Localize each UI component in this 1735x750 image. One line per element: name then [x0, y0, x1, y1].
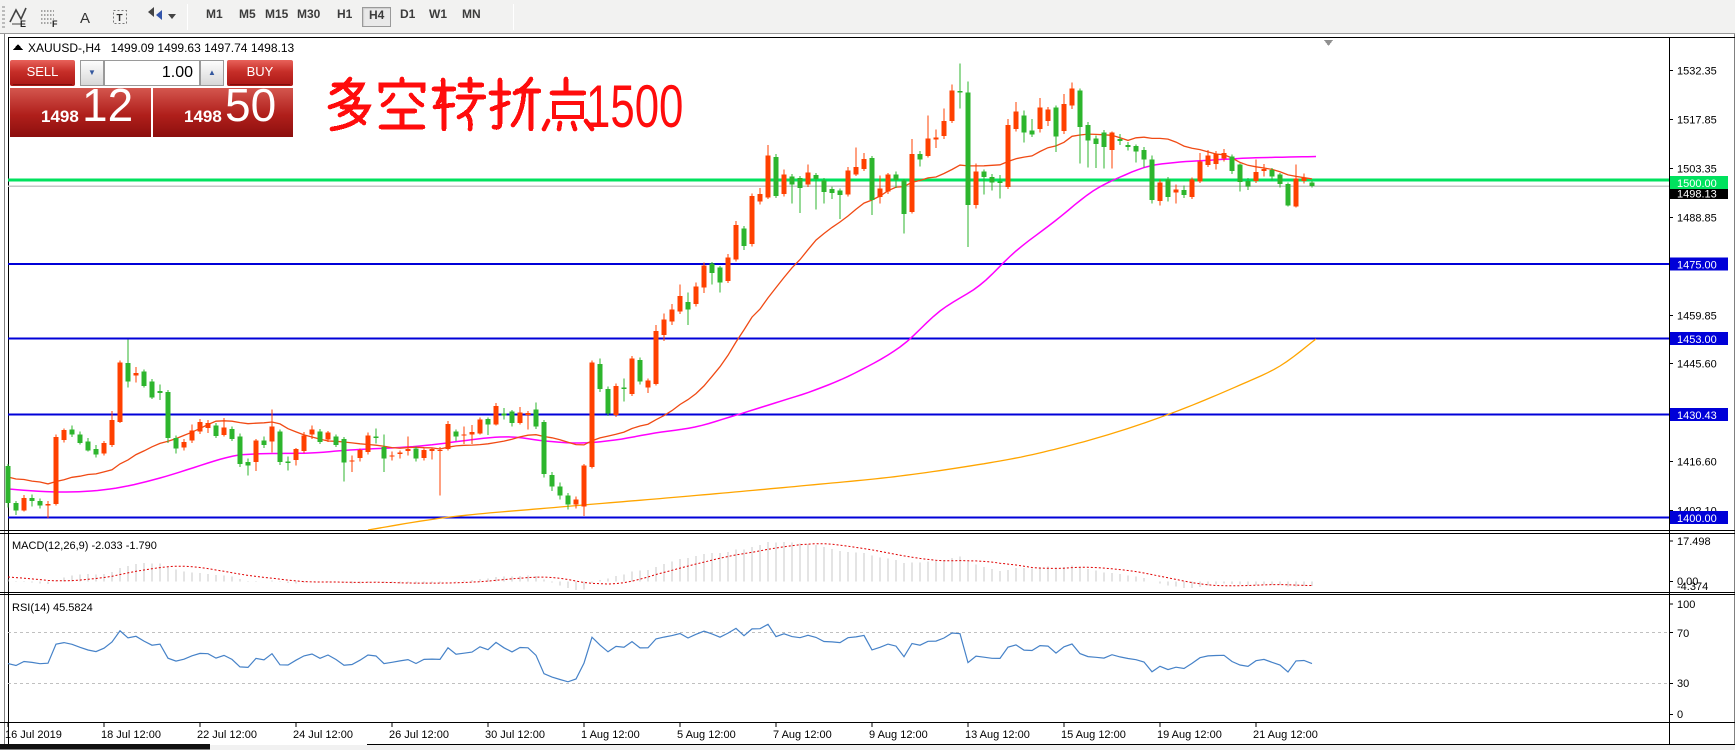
svg-text:24 Jul 12:00: 24 Jul 12:00 — [293, 729, 353, 741]
svg-text:19 Aug 12:00: 19 Aug 12:00 — [1157, 729, 1222, 741]
svg-text:13 Aug 12:00: 13 Aug 12:00 — [965, 729, 1030, 741]
svg-text:MACD(12,26,9) -2.033 -1.790: MACD(12,26,9) -2.033 -1.790 — [12, 540, 157, 552]
svg-text:1500.00: 1500.00 — [1677, 178, 1717, 190]
svg-text:26 Jul 12:00: 26 Jul 12:00 — [389, 729, 449, 741]
svg-text:1500: 1500 — [586, 73, 683, 140]
svg-text:1 Aug 12:00: 1 Aug 12:00 — [581, 729, 640, 741]
svg-text:1416.60: 1416.60 — [1677, 456, 1717, 468]
svg-text:A: A — [80, 10, 90, 27]
svg-text:21 Aug 12:00: 21 Aug 12:00 — [1253, 729, 1318, 741]
svg-text:22 Jul 12:00: 22 Jul 12:00 — [197, 729, 257, 741]
svg-text:1532.35: 1532.35 — [1677, 65, 1717, 77]
svg-text:17.498: 17.498 — [1677, 536, 1711, 548]
svg-text:RSI(14) 45.5824: RSI(14) 45.5824 — [12, 602, 93, 614]
svg-text:16 Jul 2019: 16 Jul 2019 — [5, 729, 62, 741]
svg-text:1445.60: 1445.60 — [1677, 358, 1717, 370]
svg-text:1498.13: 1498.13 — [1677, 189, 1717, 201]
svg-text:0.00: 0.00 — [1677, 576, 1698, 588]
svg-text:XAUUSD-,H4 1499.09 1499.63 1: XAUUSD-,H4 1499.09 1499.63 1497.74 1498.… — [28, 41, 295, 55]
svg-text:1488.85: 1488.85 — [1677, 212, 1717, 224]
svg-text:1517.85: 1517.85 — [1677, 114, 1717, 126]
svg-text:100: 100 — [1677, 599, 1695, 611]
svg-text:1503.35: 1503.35 — [1677, 163, 1717, 175]
svg-text:1453.00: 1453.00 — [1677, 334, 1717, 346]
svg-text:-4.374: -4.374 — [1677, 581, 1708, 593]
svg-text:1459.85: 1459.85 — [1677, 310, 1717, 322]
svg-text:30 Jul 12:00: 30 Jul 12:00 — [485, 729, 545, 741]
svg-text:9 Aug 12:00: 9 Aug 12:00 — [869, 729, 928, 741]
svg-text:T: T — [117, 13, 123, 24]
svg-text:7 Aug 12:00: 7 Aug 12:00 — [773, 729, 832, 741]
svg-text:18 Jul 12:00: 18 Jul 12:00 — [101, 729, 161, 741]
svg-text:1430.43: 1430.43 — [1677, 410, 1717, 422]
svg-text:E: E — [20, 19, 26, 29]
svg-text:1400.00: 1400.00 — [1677, 513, 1717, 525]
svg-text:1475.00: 1475.00 — [1677, 260, 1717, 272]
svg-text:5 Aug 12:00: 5 Aug 12:00 — [677, 729, 736, 741]
svg-text:0: 0 — [1677, 709, 1683, 721]
svg-text:15 Aug 12:00: 15 Aug 12:00 — [1061, 729, 1126, 741]
svg-text:30: 30 — [1677, 678, 1689, 690]
svg-text:F: F — [52, 19, 58, 29]
svg-text:70: 70 — [1677, 628, 1689, 640]
